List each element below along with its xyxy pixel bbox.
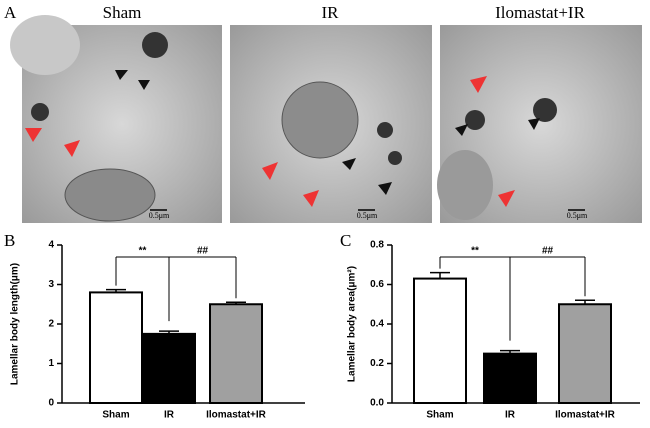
image-label: Sham	[103, 3, 142, 22]
bar	[413, 277, 467, 405]
y-tick-label: 0	[48, 398, 54, 409]
scale-label: 0.5μm	[357, 211, 378, 220]
y-tick-label: 0.8	[370, 240, 384, 251]
y-tick-label: 0.4	[370, 319, 384, 330]
y-axis-label: Lamellar body length(μm)	[10, 263, 21, 385]
significance: ##	[197, 246, 209, 257]
micrograph	[230, 25, 432, 223]
scale-label: 0.5μm	[567, 211, 588, 220]
scale-label: 0.5μm	[149, 211, 170, 220]
micrograph	[10, 15, 222, 223]
x-tick-label: Ilomastat+IR	[206, 410, 267, 421]
panel-label: C	[340, 231, 351, 250]
y-tick-label: 1	[48, 358, 54, 369]
y-axis-label: Lamellar body area(μm²)	[347, 266, 358, 382]
y-tick-label: 0.0	[370, 398, 384, 409]
image-label: Ilomastat+IR	[495, 3, 586, 22]
x-tick-label: IR	[164, 410, 175, 421]
bar	[89, 291, 143, 404]
y-tick-label: 0.6	[370, 279, 384, 290]
bar	[142, 332, 196, 404]
y-tick-label: 0.2	[370, 358, 384, 369]
significance: **	[471, 246, 479, 257]
micrograph	[437, 25, 642, 223]
panel-label: A	[4, 3, 17, 22]
x-tick-label: Sham	[102, 410, 129, 421]
x-tick-label: Sham	[426, 410, 453, 421]
image-label: IR	[322, 3, 340, 22]
significance: ##	[542, 246, 554, 257]
x-tick-label: IR	[505, 410, 516, 421]
bar	[483, 352, 537, 404]
y-tick-label: 2	[48, 319, 54, 330]
x-tick-label: Ilomastat+IR	[555, 410, 616, 421]
bar	[209, 303, 263, 404]
significance: **	[139, 246, 147, 257]
panel-label: B	[4, 231, 15, 250]
y-tick-label: 3	[48, 279, 54, 290]
bar	[558, 303, 612, 404]
y-tick-label: 4	[48, 240, 54, 251]
